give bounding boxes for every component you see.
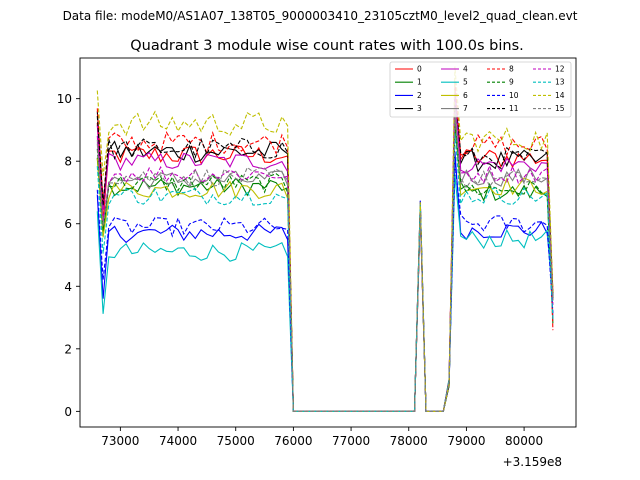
x-tick-label: 79000 [447,434,485,448]
x-tick-label: 77000 [332,434,370,448]
y-tick-label: 6 [64,217,72,231]
figure-suptitle: Data file: modeM0/AS1A07_138T05_90000034… [63,9,578,23]
y-tick-label: 2 [64,342,72,356]
legend-label-12: 12 [555,65,565,74]
x-tick-label: 75000 [217,434,255,448]
x-tick-label: 73000 [101,434,139,448]
legend-label-11: 11 [509,104,519,113]
legend-label-15: 15 [555,104,565,113]
legend-box [389,61,572,118]
legend-label-1: 1 [417,78,422,87]
legend-label-8: 8 [509,65,514,74]
x-tick-label: 76000 [274,434,312,448]
series-line-13 [96,133,554,412]
legend-label-2: 2 [417,91,422,100]
x-tick-label: 74000 [159,434,197,448]
legend-label-4: 4 [463,65,468,74]
legend-label-9: 9 [509,78,514,87]
x-tick-label: 78000 [390,434,428,448]
legend-label-14: 14 [555,91,565,100]
legend-label-7: 7 [463,104,468,113]
y-tick-label: 10 [57,92,72,106]
chart-title: Quadrant 3 module wise count rates with … [130,38,524,54]
legend-label-5: 5 [463,78,468,87]
legend-label-3: 3 [417,104,422,113]
x-offset-label: +3.159e8 [503,455,562,469]
plot-area [96,66,554,412]
y-tick-label: 0 [64,405,72,419]
y-tick-label: 4 [64,280,72,294]
legend-label-6: 6 [463,91,468,100]
legend-label-0: 0 [417,65,422,74]
axes-frame [79,57,577,428]
x-tick-label: 80000 [505,434,543,448]
series-line-15 [96,116,554,412]
legend-label-13: 13 [555,78,565,87]
legend-label-10: 10 [509,91,519,100]
axes: 73000 74000 75000 76000 77000 78000 79000 80000… [57,57,577,448]
y-tick-label: 8 [64,155,72,169]
